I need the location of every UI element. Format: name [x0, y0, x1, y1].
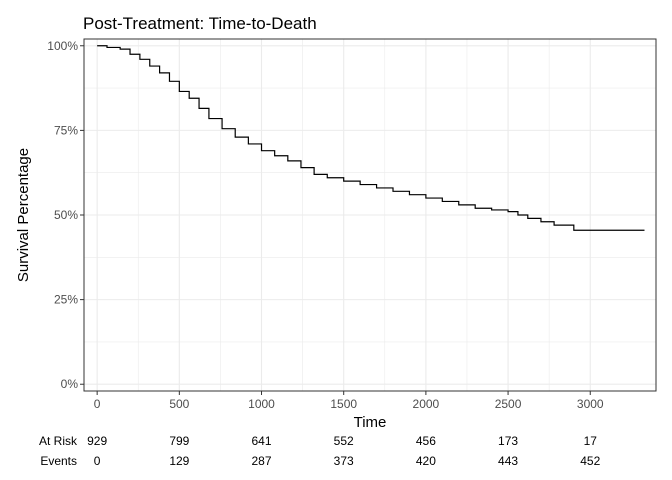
risk-cell: 0 [94, 454, 101, 468]
risk-cell: 641 [252, 434, 272, 448]
x-tick-label: 500 [169, 397, 189, 411]
risk-cell: 443 [498, 454, 518, 468]
y-tick-label: 0% [61, 377, 79, 391]
risk-cell: 552 [334, 434, 354, 448]
risk-table: At Risk 929 799 641 552 456 173 17 Events 0 129 287… [39, 434, 601, 468]
x-tick-label: 1000 [248, 397, 275, 411]
risk-cell: 17 [584, 434, 598, 448]
risk-cell: 287 [252, 454, 272, 468]
risk-cell: 129 [169, 454, 189, 468]
risk-cell: 373 [334, 454, 354, 468]
x-tick-label: 2500 [495, 397, 522, 411]
risk-cell: 420 [416, 454, 436, 468]
risk-row-label: Events [40, 454, 77, 468]
y-axis-ticks: 0% 25% 50% 75% 100% [47, 39, 84, 391]
risk-cell: 173 [498, 434, 518, 448]
y-tick-label: 25% [54, 293, 78, 307]
y-tick-label: 100% [47, 39, 78, 53]
x-axis-ticks: 0 500 1000 1500 2000 2500 3000 [94, 391, 604, 411]
y-tick-label: 50% [54, 208, 78, 222]
survival-curve [97, 45, 645, 231]
x-tick-label: 0 [94, 397, 101, 411]
risk-cell: 452 [580, 454, 600, 468]
grid-major [84, 39, 656, 391]
x-tick-label: 2000 [413, 397, 440, 411]
risk-row-label: At Risk [39, 434, 78, 448]
risk-cell: 456 [416, 434, 436, 448]
x-tick-label: 1500 [330, 397, 357, 411]
x-tick-label: 3000 [577, 397, 604, 411]
y-axis-title: Survival Percentage [15, 148, 32, 282]
risk-cell: 799 [169, 434, 189, 448]
x-axis-title: Time [354, 414, 387, 431]
y-tick-label: 75% [54, 123, 78, 137]
risk-cell: 929 [87, 434, 107, 448]
chart-title: Post-Treatment: Time-to-Death [83, 14, 317, 33]
